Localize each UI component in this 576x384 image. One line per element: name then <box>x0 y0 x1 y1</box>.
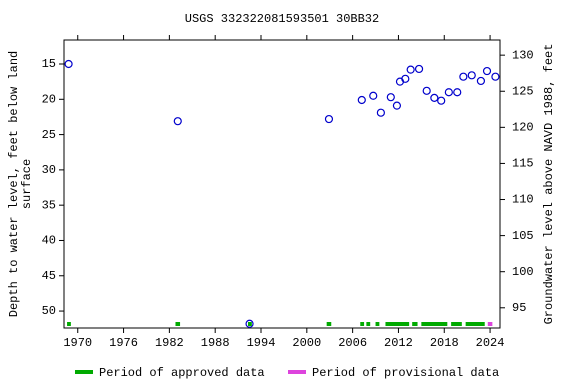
data-point <box>376 108 385 117</box>
y2-tick-label: 110 <box>512 193 534 207</box>
data-point <box>324 114 334 124</box>
data-point <box>444 88 453 97</box>
period-bar <box>366 322 371 326</box>
period-bar <box>385 322 410 326</box>
x-tick-label: 2024 <box>476 336 505 350</box>
data-point <box>245 319 254 328</box>
y-tick-label: 25 <box>42 128 56 142</box>
x-tick-label: 1982 <box>155 336 184 350</box>
chart-title: USGS 332322081593501 30BB32 <box>185 12 379 26</box>
data-point <box>392 101 402 110</box>
data-point <box>459 72 468 81</box>
period-bar <box>421 322 448 326</box>
period-bar <box>67 322 71 326</box>
y-tick-label: 50 <box>42 304 56 318</box>
data-point <box>64 59 73 69</box>
x-tick-label: 1994 <box>247 336 276 350</box>
period-bar <box>175 322 181 326</box>
y-tick-label: 35 <box>42 198 56 212</box>
x-tick-label: 2012 <box>384 336 413 350</box>
period-bar <box>465 322 485 326</box>
period-bar <box>451 322 462 326</box>
x-tick-label: 2006 <box>338 336 367 350</box>
x-tick-label: 1988 <box>201 336 230 350</box>
period-bar <box>375 322 380 326</box>
period-bar <box>248 322 252 326</box>
data-point <box>422 86 431 95</box>
data-point <box>491 72 500 81</box>
data-point <box>173 117 182 126</box>
data-point <box>369 91 378 100</box>
data-point <box>476 76 486 86</box>
period-bar <box>360 322 365 326</box>
x-tick-label: 1976 <box>109 336 138 350</box>
y2-tick-label: 115 <box>512 157 534 171</box>
x-tick-label: 1970 <box>63 336 92 350</box>
period-bar <box>487 322 493 326</box>
data-point <box>482 66 492 76</box>
y-tick-label: 20 <box>42 92 56 106</box>
data-point <box>467 71 476 80</box>
y2-tick-label: 95 <box>512 301 526 315</box>
data-point <box>406 65 415 74</box>
data-point <box>357 95 366 105</box>
data-point <box>437 96 446 105</box>
y2-tick-label: 130 <box>512 48 534 62</box>
y-axis-label: Depth to water level, feet below land <box>7 51 21 317</box>
data-point <box>453 88 462 97</box>
plot-frame <box>63 39 501 329</box>
y2-tick-label: 105 <box>512 229 534 243</box>
data-point <box>414 64 424 74</box>
x-tick-label: 2018 <box>430 336 459 350</box>
y2-tick-label: 100 <box>512 265 534 279</box>
y-tick-label: 40 <box>42 234 56 248</box>
legend-label: Period of provisional data <box>312 366 499 380</box>
y2-tick-label: 125 <box>512 84 534 98</box>
data-point <box>401 74 410 83</box>
y2-axis-label: Groundwater level above NAVD 1988, feet <box>542 44 556 325</box>
data-point <box>430 93 439 102</box>
period-bar <box>326 322 332 326</box>
x-tick-label: 2000 <box>292 336 321 350</box>
y2-tick-label: 120 <box>512 121 534 135</box>
legend-label: Period of approved data <box>99 366 265 380</box>
y-tick-label: 30 <box>42 163 56 177</box>
y-tick-label: 15 <box>42 57 56 71</box>
y-axis-label: surface <box>20 159 34 209</box>
data-point <box>386 93 395 102</box>
period-bar <box>412 322 418 326</box>
y-tick-label: 45 <box>42 269 56 283</box>
